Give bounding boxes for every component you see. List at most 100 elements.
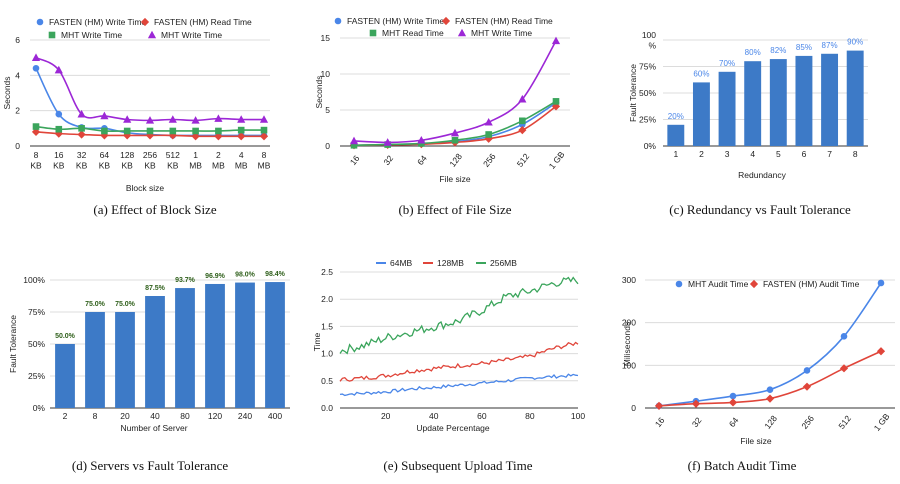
data-point [237,132,246,141]
x-tick-label: 2 [699,149,704,159]
data-point [237,115,246,123]
x-tick-label: 32 KB [76,150,88,171]
data-point [691,399,701,408]
x-tick-label-line: 2 [216,150,221,160]
x-tick-label: 40 [150,411,160,421]
data-point [450,128,460,137]
legend-label: MHT Read Time [382,28,444,38]
bar-value-label: 96.9% [205,273,226,280]
x-tick-label-line: 8 [34,150,39,160]
caption: (b) Effect of File Size [398,202,511,217]
data-point [518,126,527,135]
y-tick-label: 50% [639,88,656,98]
data-point [349,136,359,145]
y-tick-label: 0 [325,141,330,151]
x-tick-label: 4 [750,149,755,159]
data-point [350,141,358,149]
data-point [383,138,392,146]
y-axis-title: Seconds [2,76,12,109]
x-tick-label: 128 [762,413,779,431]
x-axis-title: Update Percentage [416,423,490,433]
x-tick-label-line: 256 [143,150,157,160]
x-axis-title: File size [740,436,771,446]
legend-label: FASTEN (HM) Audit Time [763,279,860,289]
y-tick-label: 5 [325,105,330,115]
data-point [259,115,269,123]
x-tick-label-line: 16 [54,150,64,160]
data-point [123,115,132,123]
x-axis-title: Number of Server [120,423,187,433]
data-point [77,130,86,139]
x-tick-label: 8 [93,411,98,421]
x-tick-label-line: 128 [120,150,134,160]
data-point [100,111,109,120]
bar [205,283,225,408]
x-tick-label-line: KB [76,161,88,171]
chart-b: 0 5 10 15 Seconds File size (b) Effect of File… [314,16,570,217]
legend-swatch [675,280,683,288]
y-tick-label: 300 [622,275,636,285]
x-tick-label: 128 [447,151,464,169]
x-tick-label: 64 KB [99,150,111,171]
x-tick-label: 512 [836,413,853,431]
data-point [654,401,664,410]
x-tick-label: 1 [673,149,678,159]
x-tick-label: 6 [802,149,807,159]
bar [115,312,135,408]
x-tick-label: 1 GB [872,411,892,433]
x-tick-label: 2 MB [212,150,225,171]
y-tick-label: 1.0 [321,349,333,359]
y-tick-label-line: 100 [642,30,656,40]
y-axis-title: Time [312,332,322,351]
x-tick-label-line: 512 [166,150,180,160]
data-point [766,386,774,393]
y-tick-label: 4 [15,70,20,80]
x-tick-label-line: 8 [262,150,267,160]
chart-c: 0%25%50%75%100 %Fault ToleranceRedundancy… [628,30,868,217]
data-point [145,116,155,124]
data-point [169,127,177,135]
bar-value-label: 70% [719,59,735,68]
x-tick-label-line: 32 [77,150,87,160]
x-tick-label: 512 [515,151,532,169]
y-tick-label-line: % [648,41,656,51]
data-point [877,279,885,287]
x-tick-label: 80 [525,411,535,421]
bar-value-label: 20% [668,112,684,121]
y-axis-title: Fault Tolerance [8,315,18,373]
bar [769,59,787,146]
x-tick-label: 20 [120,411,130,421]
x-tick-label: 8 MB [258,150,271,171]
y-tick-label: 0 [631,403,636,413]
legend-swatch [140,17,150,27]
bar-value-label: 85% [796,43,812,52]
bar-value-label: 75.0% [85,301,106,308]
legend-swatch [36,18,44,26]
data-point [839,364,849,373]
bar [744,61,762,147]
x-tick-label: 16 [653,415,667,429]
data-point [32,64,40,72]
bar [55,344,75,408]
legend-swatch [457,28,467,37]
data-point [77,109,86,118]
x-tick-label: 16 KB [53,150,65,171]
x-tick-label: 2 [63,411,68,421]
x-tick-label: 256 KB [143,150,157,171]
y-axis-title: Seconds [314,75,324,108]
y-tick-label: 75% [28,307,45,317]
series-line [353,40,557,144]
series-line [339,373,579,397]
series-line [339,276,579,355]
x-tick-label: 3 [725,149,730,159]
data-point [259,132,269,141]
bar-value-label: 80% [745,48,761,57]
legend-label: 256MB [490,258,517,268]
legend-label: MHT Write Time [471,28,532,38]
y-tick-label: 75% [639,62,656,72]
x-tick-label-line: MB [235,161,248,171]
x-tick-label: 240 [238,411,252,421]
data-point [802,382,812,391]
x-tick-label: 256 [799,413,816,431]
data-point [840,333,848,340]
